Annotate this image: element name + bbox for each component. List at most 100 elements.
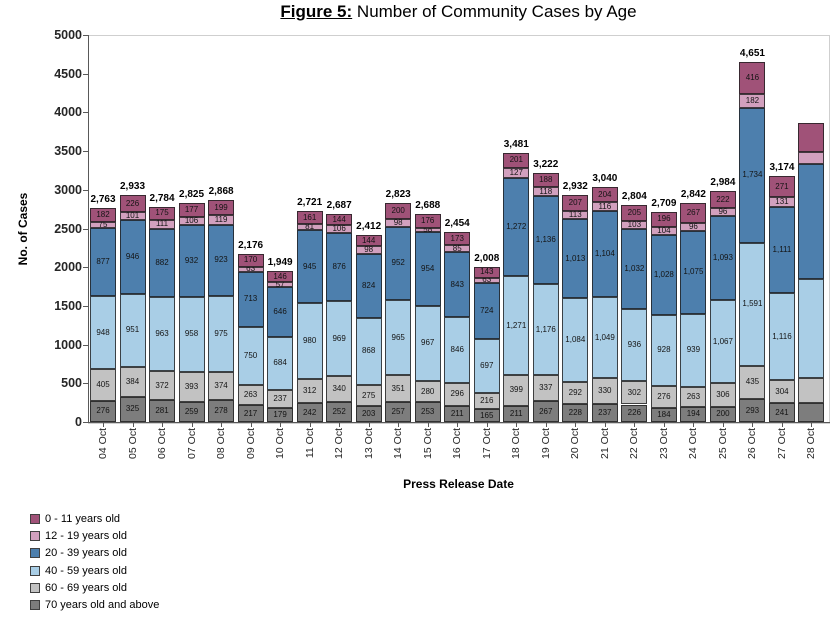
- bar-segment-label: 646: [273, 306, 287, 316]
- bar-segment: 217: [237, 405, 264, 422]
- bar-segment: 1,013: [562, 219, 589, 298]
- bar-segment: 276: [650, 386, 677, 408]
- bar-segment-label: 237: [273, 393, 287, 403]
- bar-segment-label: 1,049: [594, 332, 615, 342]
- bar-segment-label: 194: [686, 409, 701, 419]
- bar-segment-label: 222: [716, 194, 730, 204]
- bar-total-label: 4,651: [739, 48, 765, 59]
- bar-segment-label: 252: [332, 407, 346, 417]
- bar-segment: 876: [326, 233, 353, 302]
- bar-segment-label: 843: [450, 279, 464, 289]
- bar-segment-label: 226: [627, 408, 642, 418]
- bar-segment-label: 103: [627, 219, 642, 229]
- bar-segment-label: 116: [598, 201, 612, 211]
- bar-segment-label: 75: [98, 220, 108, 230]
- bar-segment: 127: [503, 168, 530, 178]
- bar-segment: 293: [739, 399, 766, 422]
- bar-segment: 882: [149, 228, 176, 297]
- bar-segment: 194: [680, 406, 707, 422]
- bar-segment-label: 263: [686, 391, 701, 401]
- legend-swatch: [30, 548, 40, 559]
- legend-swatch: [30, 514, 40, 524]
- bar-segment: 263: [237, 384, 264, 406]
- bar-segment-label: 1,028: [653, 269, 674, 279]
- y-tick-mark: [83, 383, 88, 385]
- bar-segment-label: 1,271: [506, 320, 527, 330]
- x-tick-mark: [693, 423, 695, 427]
- bar-segment-label: 292: [568, 388, 582, 398]
- bar-segment-label: 340: [332, 384, 346, 394]
- bar-segment-label: 106: [184, 216, 199, 226]
- bar-segment: 58: [414, 225, 441, 233]
- x-axis-line: [88, 422, 830, 423]
- bar-segment-label: 242: [302, 407, 317, 417]
- bar-total-label: 2,721: [297, 197, 323, 209]
- bar-segment-label: 939: [686, 345, 701, 355]
- x-tick-label: 16 Oct: [451, 428, 464, 459]
- bar-segment: 175: [149, 206, 176, 221]
- bar-segment: 1,136: [532, 196, 559, 285]
- bar-segment: 182: [90, 208, 116, 223]
- bar-segment-label: 750: [243, 350, 258, 360]
- bar-segment: 945: [296, 230, 323, 304]
- bar-segment: 980: [296, 303, 323, 380]
- bar-segment: 113: [562, 211, 589, 220]
- bar-segment-label: 203: [361, 409, 376, 419]
- y-tick-label: 3000: [54, 182, 82, 197]
- x-tick-mark: [604, 423, 606, 427]
- bar-segment-label: 207: [568, 197, 582, 207]
- x-tick-label: 05 Oct: [126, 428, 139, 459]
- bar-segment-label: 280: [421, 386, 435, 396]
- bar-segment: 216: [473, 392, 500, 410]
- legend-label: 12 - 19 years old: [45, 530, 127, 543]
- bar-segment: 948: [90, 295, 116, 370]
- bar-segment: 267: [680, 202, 707, 224]
- legend-label: 70 years old and above: [45, 599, 160, 611]
- bar-segment-label: 325: [125, 404, 140, 414]
- y-tick-label: 2500: [54, 221, 82, 236]
- bar-segment: 312: [296, 379, 323, 404]
- legend-swatch: [30, 531, 40, 542]
- bar-total-label: 3,481: [503, 138, 529, 150]
- x-tick-mark: [516, 423, 518, 427]
- bar-segment-label: 965: [391, 332, 405, 342]
- bar-segment: 281: [149, 400, 176, 422]
- bar-segment-label: 184: [657, 409, 671, 419]
- bar-segment-label: 952: [391, 258, 405, 268]
- bar-segment: 351: [385, 374, 412, 403]
- x-tick-label: 06 Oct: [156, 428, 169, 459]
- bar-segment-label: 146: [273, 271, 287, 281]
- bar-segment-label: 63: [482, 275, 492, 285]
- legend-label: 20 - 39 years old: [45, 547, 127, 560]
- bar-segment: 196: [650, 211, 677, 227]
- bar-segment-label: 1,032: [624, 263, 645, 273]
- bar-segment-label: 96: [688, 222, 698, 232]
- x-tick-label: 15 Oct: [421, 428, 434, 459]
- bar-segment: 200: [709, 406, 736, 422]
- bar-total-label: 2,688: [415, 199, 441, 211]
- bar-total-label: 2,709: [651, 197, 677, 209]
- bar-segment-label: 267: [539, 406, 553, 416]
- bar-segment: 280: [414, 380, 441, 403]
- x-tick-label: 20 Oct: [569, 428, 582, 459]
- bar-segment-label: 877: [96, 256, 110, 266]
- bar-segment-label: 259: [184, 406, 199, 416]
- x-tick-mark: [634, 423, 636, 427]
- y-tick-label: 1000: [54, 337, 82, 352]
- y-tick-mark: [83, 189, 88, 191]
- bar-segment-label: 170: [243, 255, 258, 265]
- bar-segment: 963: [149, 296, 176, 372]
- bar-segment: 969: [326, 301, 353, 377]
- x-axis-title: Press Release Date: [403, 477, 514, 491]
- bar-segment-label: 101: [125, 211, 140, 221]
- legend-label: 0 - 11 years old: [45, 513, 121, 525]
- bar-segment-label: 226: [125, 198, 140, 208]
- bar-segment-label: 275: [361, 390, 376, 400]
- bar-segment-label: 205: [627, 207, 642, 217]
- bar-segment-label: 882: [155, 257, 169, 267]
- bar-segment: 201: [503, 152, 530, 169]
- bar-segment: 276: [90, 400, 116, 422]
- bar-segment-label: 296: [450, 389, 464, 399]
- y-tick-mark: [83, 112, 88, 114]
- bar-segment: 1,049: [591, 296, 618, 379]
